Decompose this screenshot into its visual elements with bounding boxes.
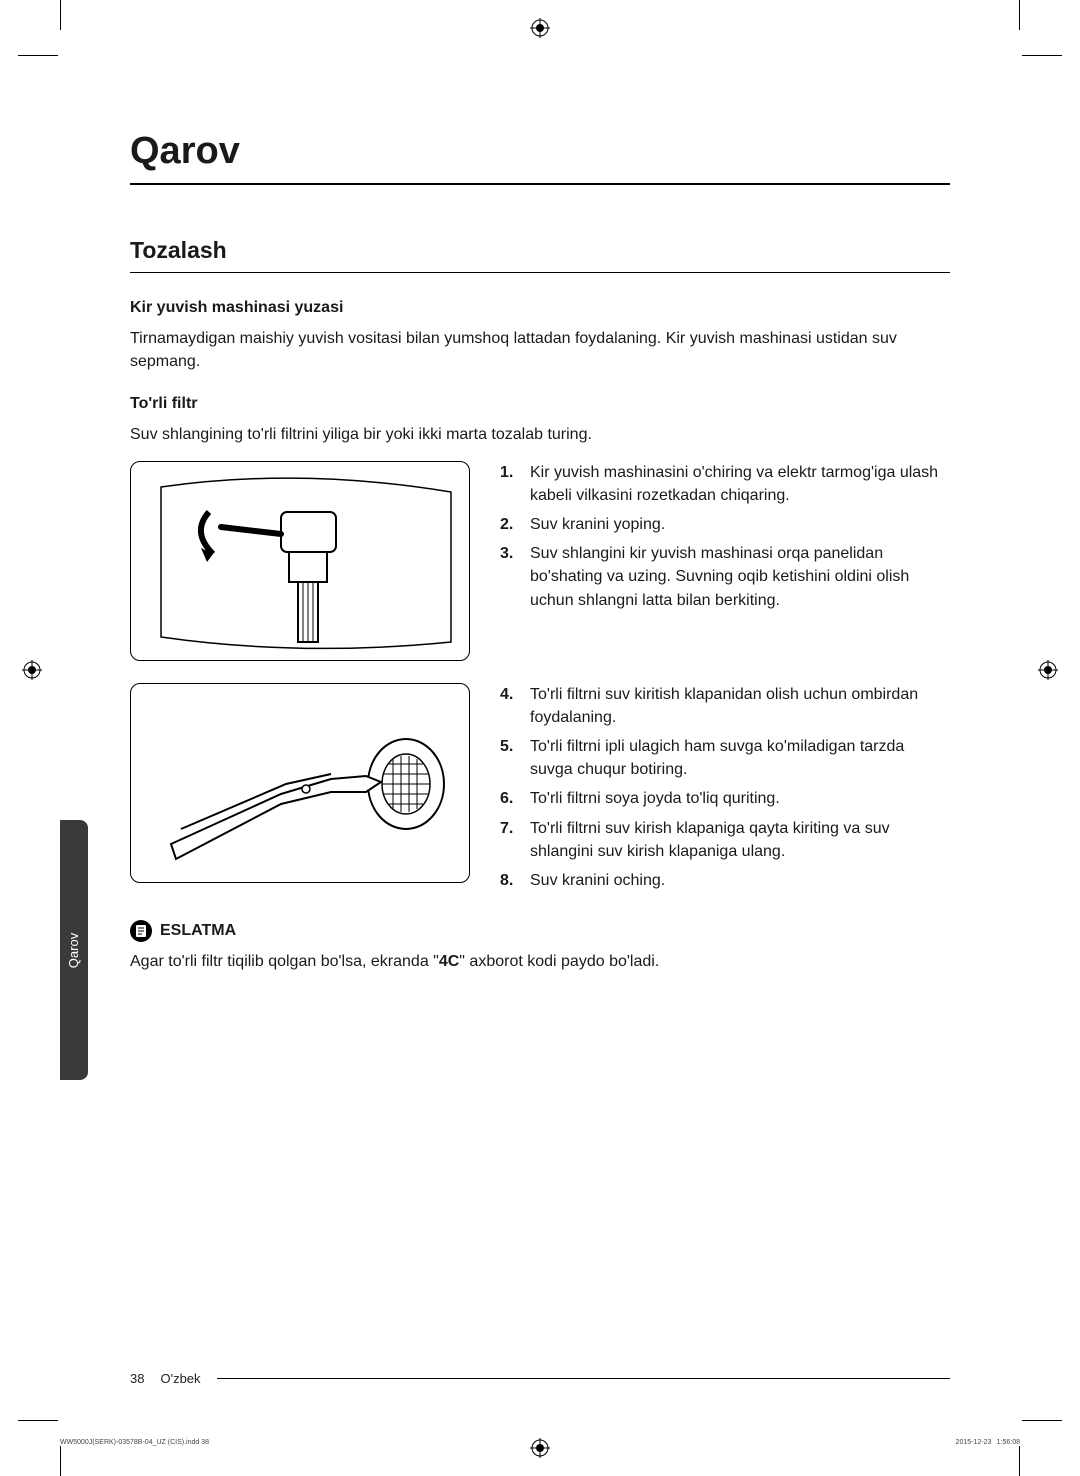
list-item: 4.To'rli filtrni suv kiritish klapanidan… [500, 683, 950, 729]
figure-row-2: 4.To'rli filtrni suv kiritish klapanidan… [130, 683, 950, 899]
crop-mark-icon [1019, 1446, 1020, 1476]
list-item: 8.Suv kranini oching. [500, 869, 950, 892]
list-item: 7.To'rli filtrni suv kirish klapaniga qa… [500, 817, 950, 863]
registration-mark-icon [22, 660, 42, 680]
crop-mark-icon [1022, 55, 1062, 56]
crop-mark-icon [18, 1420, 58, 1421]
body-text: Tirnamaydigan maishiy yuvish vositasi bi… [130, 327, 950, 373]
crop-mark-icon [1022, 1420, 1062, 1421]
list-item: 2.Suv kranini yoping. [500, 513, 950, 536]
side-tab-label: Qarov [67, 932, 82, 967]
illustration-pliers-filter [130, 683, 470, 883]
subsection-heading-1: Kir yuvish mashinasi yuzasi [130, 299, 950, 317]
list-item: 3.Suv shlangini kir yuvish mashinasi orq… [500, 542, 950, 612]
step-list-1: 1.Kir yuvish mashinasini o'chiring va el… [500, 461, 950, 661]
section-heading: Tozalash [130, 237, 950, 273]
illustration-hose-disconnect [130, 461, 470, 661]
imprint-timestamp: 2015-12-23 1:56:08 [956, 1439, 1020, 1446]
crop-mark-icon [1019, 0, 1020, 30]
figure-row-1: 1.Kir yuvish mashinasini o'chiring va el… [130, 461, 950, 661]
page-number: 38 [130, 1371, 144, 1386]
list-item: 5.To'rli filtrni ipli ulagich ham suvga … [500, 735, 950, 781]
registration-mark-icon [530, 1438, 550, 1458]
note-heading: ESLATMA [130, 920, 950, 942]
crop-mark-icon [60, 1446, 61, 1476]
imprint-filename: WW5000J(SERK)-03578B-04_UZ (CIS).indd 38 [60, 1439, 209, 1446]
note-icon [130, 920, 152, 942]
page-content: Qarov Tozalash Kir yuvish mashinasi yuza… [130, 130, 950, 973]
note-label: ESLATMA [160, 922, 236, 940]
side-tab: Qarov [60, 820, 88, 1080]
footer-rule [217, 1378, 950, 1379]
list-item: 1.Kir yuvish mashinasini o'chiring va el… [500, 461, 950, 507]
registration-mark-icon [1038, 660, 1058, 680]
page-footer: 38 O'zbek [130, 1371, 950, 1386]
registration-mark-icon [530, 18, 550, 38]
step-list-2: 4.To'rli filtrni suv kiritish klapanidan… [500, 683, 950, 899]
body-text: Suv shlangining to'rli filtrini yiliga b… [130, 423, 950, 446]
footer-language: O'zbek [160, 1371, 200, 1386]
list-item: 6.To'rli filtrni soya joyda to'liq qurit… [500, 787, 950, 810]
note-text: Agar to'rli filtr tiqilib qolgan bo'lsa,… [130, 950, 950, 973]
crop-mark-icon [18, 55, 58, 56]
crop-mark-icon [60, 0, 61, 30]
page-title: Qarov [130, 130, 950, 185]
subsection-heading-2: To'rli filtr [130, 395, 950, 413]
